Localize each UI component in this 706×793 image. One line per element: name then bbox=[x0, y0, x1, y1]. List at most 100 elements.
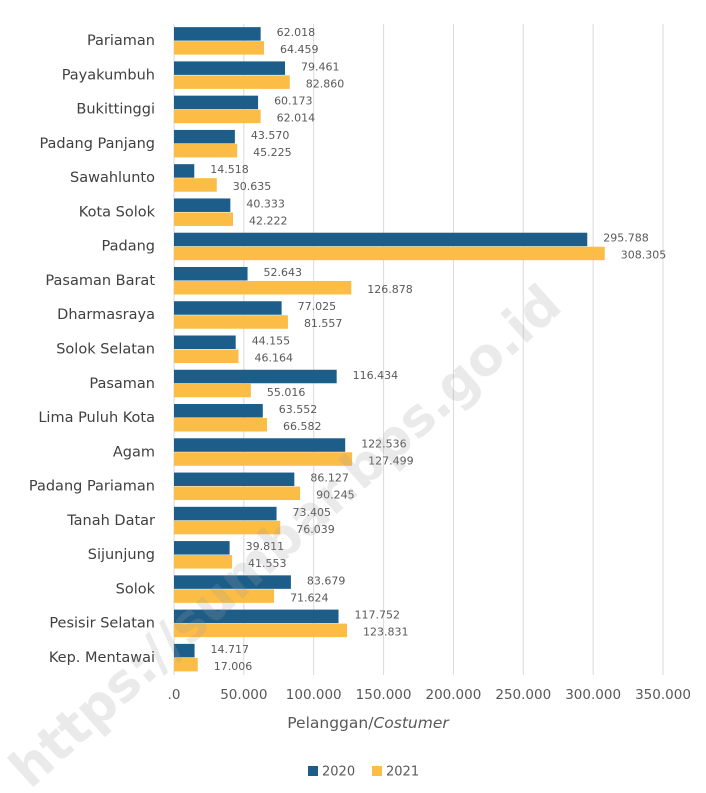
category-label: Payakumbuh bbox=[62, 67, 155, 83]
bar bbox=[174, 418, 268, 432]
bar bbox=[174, 452, 353, 466]
bar bbox=[174, 212, 233, 226]
bar bbox=[174, 520, 281, 535]
category-label: Kep. Mentawai bbox=[49, 650, 155, 666]
bar bbox=[174, 109, 261, 124]
bar bbox=[174, 301, 282, 315]
value-label: 123.831 bbox=[363, 626, 409, 639]
x-tick-label: .0 bbox=[168, 687, 181, 703]
category-label: Solok Selatan bbox=[56, 342, 155, 358]
value-label: 60.173 bbox=[274, 95, 313, 108]
value-label: 86.127 bbox=[310, 472, 349, 485]
bar bbox=[174, 232, 588, 247]
value-label: 81.557 bbox=[304, 317, 343, 330]
bar bbox=[174, 143, 238, 158]
value-label: 79.461 bbox=[301, 60, 340, 73]
bar bbox=[174, 75, 290, 89]
category-label: Pariaman bbox=[87, 33, 155, 49]
value-label: 90.245 bbox=[316, 489, 355, 502]
value-label: 77.025 bbox=[298, 300, 337, 313]
bar bbox=[174, 486, 301, 501]
category-label: Solok bbox=[116, 581, 156, 597]
value-label: 62.014 bbox=[277, 112, 316, 125]
bar bbox=[174, 506, 277, 521]
bar bbox=[174, 404, 263, 418]
value-label: 83.679 bbox=[307, 574, 346, 587]
category-label: Sijunjung bbox=[88, 547, 155, 563]
bar bbox=[174, 369, 337, 384]
bar bbox=[174, 657, 198, 672]
bar bbox=[174, 555, 233, 569]
bar bbox=[174, 95, 259, 110]
value-label: 66.582 bbox=[283, 420, 322, 433]
value-label: 71.624 bbox=[290, 591, 329, 604]
x-tick-label: 50.000 bbox=[220, 687, 267, 703]
x-tick-label: 150.000 bbox=[356, 687, 412, 703]
value-label: 76.039 bbox=[296, 523, 335, 536]
x-axis-label: Pelanggan/Costumer bbox=[287, 714, 450, 732]
value-label: 127.499 bbox=[368, 454, 414, 467]
bar bbox=[174, 575, 291, 589]
value-label: 14.518 bbox=[210, 163, 249, 176]
value-label: 126.878 bbox=[367, 283, 413, 296]
bar bbox=[174, 164, 195, 178]
x-tick-label: 300.000 bbox=[565, 687, 621, 703]
bar bbox=[174, 61, 286, 75]
value-label: 52.643 bbox=[264, 266, 303, 279]
legend-swatch bbox=[308, 766, 318, 776]
category-label: Pesisir Selatan bbox=[49, 616, 155, 632]
bar bbox=[174, 280, 352, 295]
x-axis-label-italic: Costumer bbox=[373, 714, 450, 732]
value-label: 14.717 bbox=[211, 643, 250, 656]
x-axis-label-main: Pelanggan/ bbox=[287, 714, 374, 732]
value-label: 44.155 bbox=[252, 335, 291, 348]
x-tick-label: 100.000 bbox=[286, 687, 342, 703]
bar bbox=[174, 623, 348, 638]
category-label: Pasaman bbox=[89, 376, 155, 392]
value-label: 45.225 bbox=[253, 146, 292, 159]
bar bbox=[174, 266, 248, 281]
value-label: 295.788 bbox=[603, 232, 649, 245]
value-label: 82.860 bbox=[306, 77, 345, 90]
value-label: 17.006 bbox=[214, 660, 253, 673]
value-label: 30.635 bbox=[233, 180, 271, 193]
value-label: 39.811 bbox=[246, 540, 284, 553]
bar bbox=[174, 315, 288, 329]
legend-label: 2021 bbox=[386, 765, 419, 780]
category-label: Padang bbox=[102, 239, 155, 255]
value-label: 117.752 bbox=[355, 609, 401, 622]
bar bbox=[174, 129, 235, 144]
bar bbox=[174, 198, 231, 212]
bar bbox=[174, 349, 239, 363]
value-label: 43.570 bbox=[251, 129, 290, 142]
bar bbox=[174, 41, 265, 55]
bar bbox=[174, 609, 339, 624]
value-label: 116.434 bbox=[353, 369, 399, 382]
value-label: 42.222 bbox=[249, 214, 288, 227]
bar bbox=[174, 335, 236, 349]
value-label: 63.552 bbox=[279, 403, 318, 416]
value-label: 73.405 bbox=[293, 506, 332, 519]
value-label: 40.333 bbox=[246, 197, 284, 210]
bar bbox=[174, 383, 251, 398]
x-tick-label: 250.000 bbox=[495, 687, 551, 703]
category-label: Tanah Datar bbox=[66, 513, 155, 529]
x-tick-label: 200.000 bbox=[426, 687, 482, 703]
value-label: 46.164 bbox=[254, 352, 292, 365]
bar bbox=[174, 178, 217, 192]
bar bbox=[174, 643, 195, 658]
value-label: 55.016 bbox=[267, 386, 306, 399]
bar bbox=[174, 472, 295, 487]
bar bbox=[174, 589, 275, 603]
category-label: Pasaman Barat bbox=[45, 273, 155, 289]
bar bbox=[174, 246, 605, 261]
category-label: Sawahlunto bbox=[70, 170, 155, 186]
legend-swatch bbox=[372, 766, 382, 776]
category-label: Lima Puluh Kota bbox=[38, 410, 155, 426]
value-label: 41.553 bbox=[248, 557, 287, 570]
category-label: Dharmasraya bbox=[57, 307, 155, 323]
value-label: 122.536 bbox=[361, 437, 407, 450]
bar bbox=[174, 438, 346, 452]
value-label: 308.305 bbox=[621, 249, 667, 262]
